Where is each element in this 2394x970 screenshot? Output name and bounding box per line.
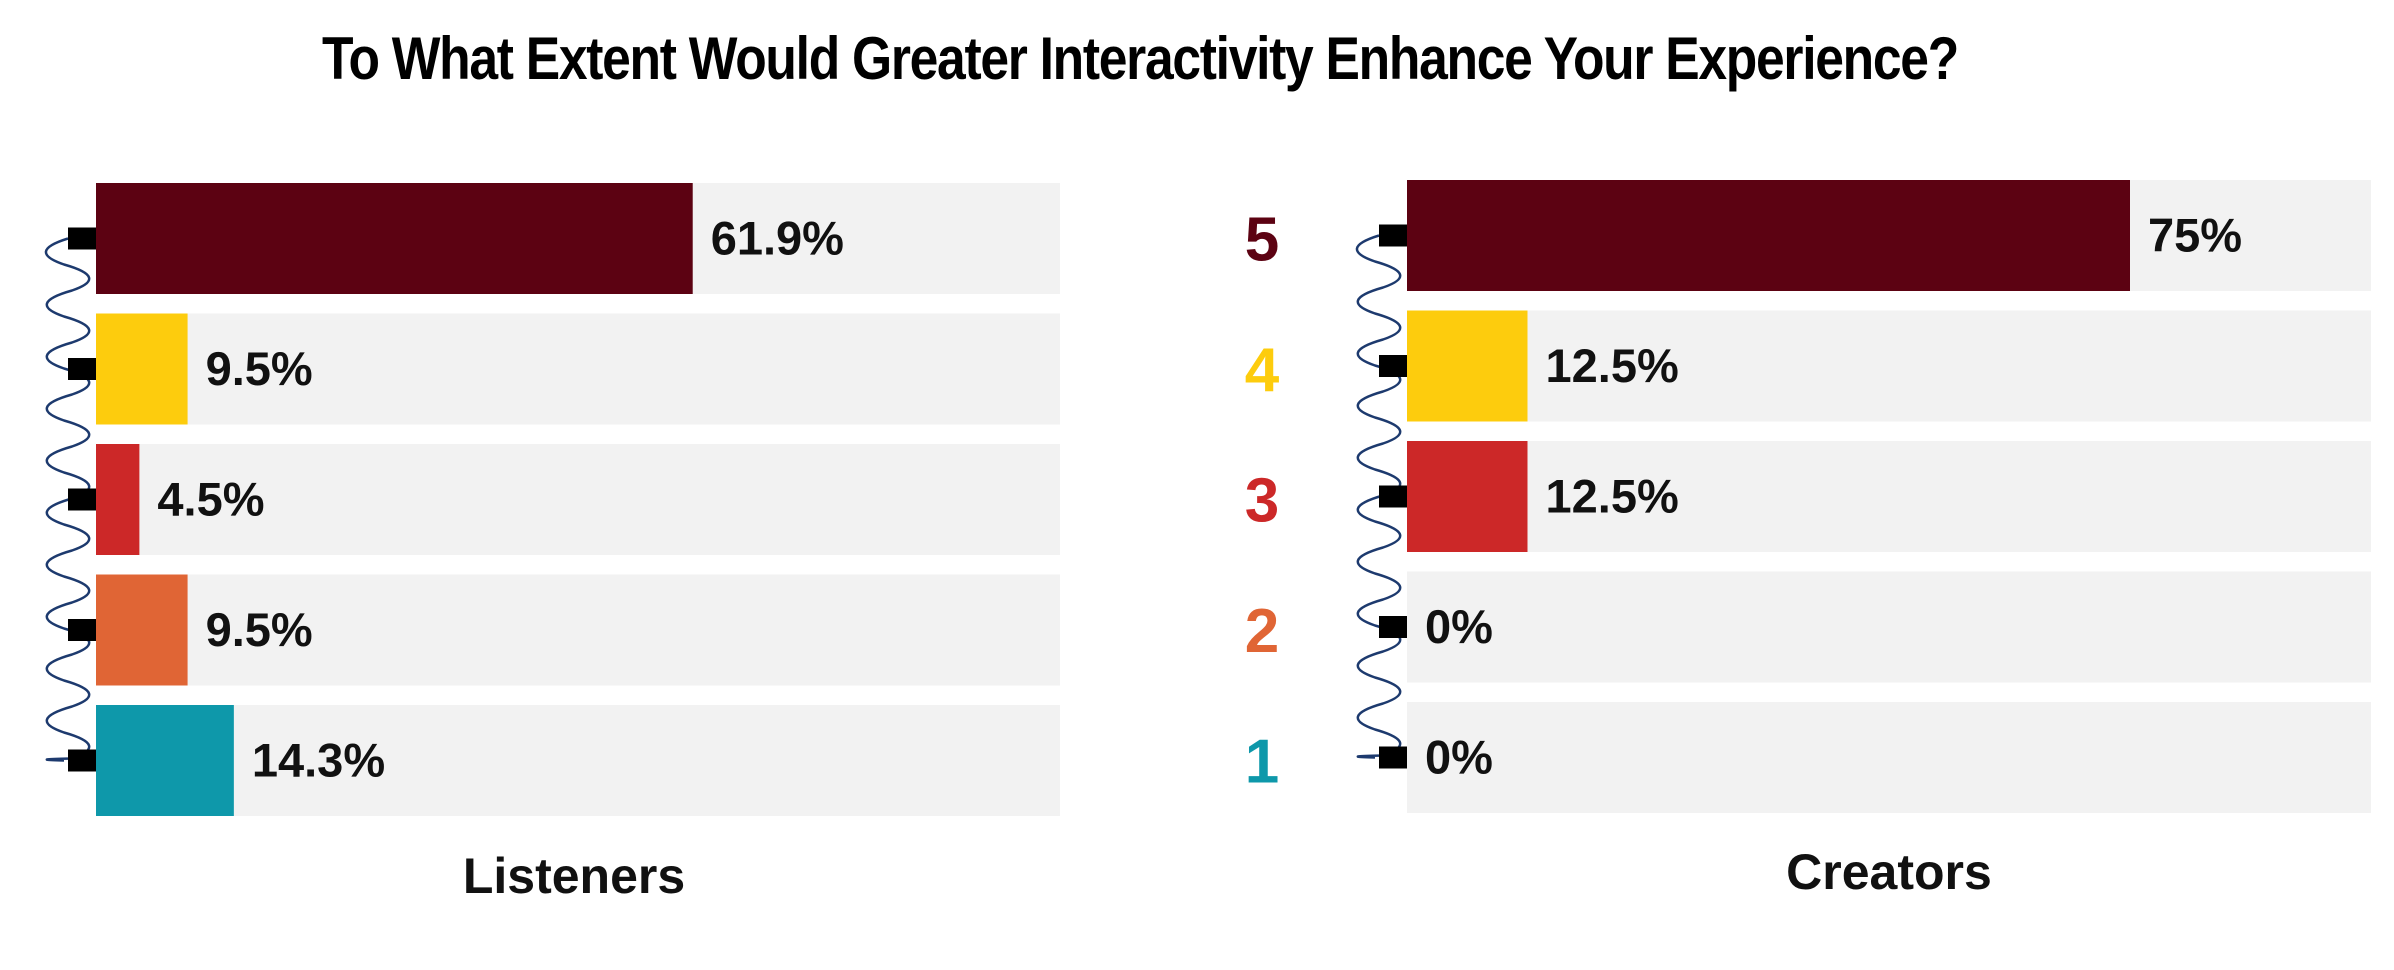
bar-track xyxy=(96,313,1060,425)
category-label: 5 xyxy=(1245,206,1279,275)
plug-icon xyxy=(68,358,96,380)
bar-track xyxy=(96,705,1060,816)
data-label: 61.9% xyxy=(711,212,844,265)
plug-icon xyxy=(1379,616,1407,638)
bar-track xyxy=(1407,702,2371,813)
panel-label: Listeners xyxy=(463,848,685,904)
data-label: 75% xyxy=(2148,209,2242,262)
panel-creators: 75% 12.5% 12.5% 0% 0% Creators xyxy=(1355,180,2371,900)
data-label: 4.5% xyxy=(157,473,264,526)
data-label: 12.5% xyxy=(1546,470,1679,523)
panel-label: Creators xyxy=(1786,844,1992,900)
plug-icon xyxy=(68,488,96,511)
bar xyxy=(96,444,140,555)
plug-icon xyxy=(68,619,96,641)
chart-title: To What Extent Would Greater Interactivi… xyxy=(322,25,1959,92)
bar xyxy=(1407,180,2130,291)
bar-track xyxy=(1407,571,2371,683)
category-label: 2 xyxy=(1245,597,1279,666)
category-label: 3 xyxy=(1245,467,1279,536)
panel-listeners: 61.9% 9.5% 4.5% 9.5% 14.3% Listeners xyxy=(44,183,1060,904)
bar xyxy=(1407,441,1528,552)
data-label: 9.5% xyxy=(206,342,313,395)
bar-track xyxy=(1407,310,2371,422)
category-label: 4 xyxy=(1245,336,1280,405)
bar xyxy=(96,313,188,425)
data-label: 14.3% xyxy=(252,734,385,787)
bar-track xyxy=(96,444,1060,555)
plug-icon xyxy=(1379,355,1407,377)
data-label: 12.5% xyxy=(1546,339,1679,392)
plug-icon xyxy=(1379,746,1407,769)
plug-icon xyxy=(68,227,96,250)
data-label: 9.5% xyxy=(206,603,313,656)
bar xyxy=(96,183,693,294)
bar xyxy=(1407,310,1528,422)
category-label: 1 xyxy=(1245,728,1279,797)
plug-icon xyxy=(68,749,96,772)
bar xyxy=(96,705,234,816)
plug-icon xyxy=(1379,224,1407,247)
cord-line xyxy=(1355,234,1402,759)
bar-track xyxy=(96,574,1060,686)
bar xyxy=(96,574,188,686)
cord-line xyxy=(44,237,91,762)
data-label: 0% xyxy=(1425,731,1493,784)
bar-track xyxy=(1407,441,2371,552)
plug-icon xyxy=(1379,485,1407,508)
data-label: 0% xyxy=(1425,600,1493,653)
